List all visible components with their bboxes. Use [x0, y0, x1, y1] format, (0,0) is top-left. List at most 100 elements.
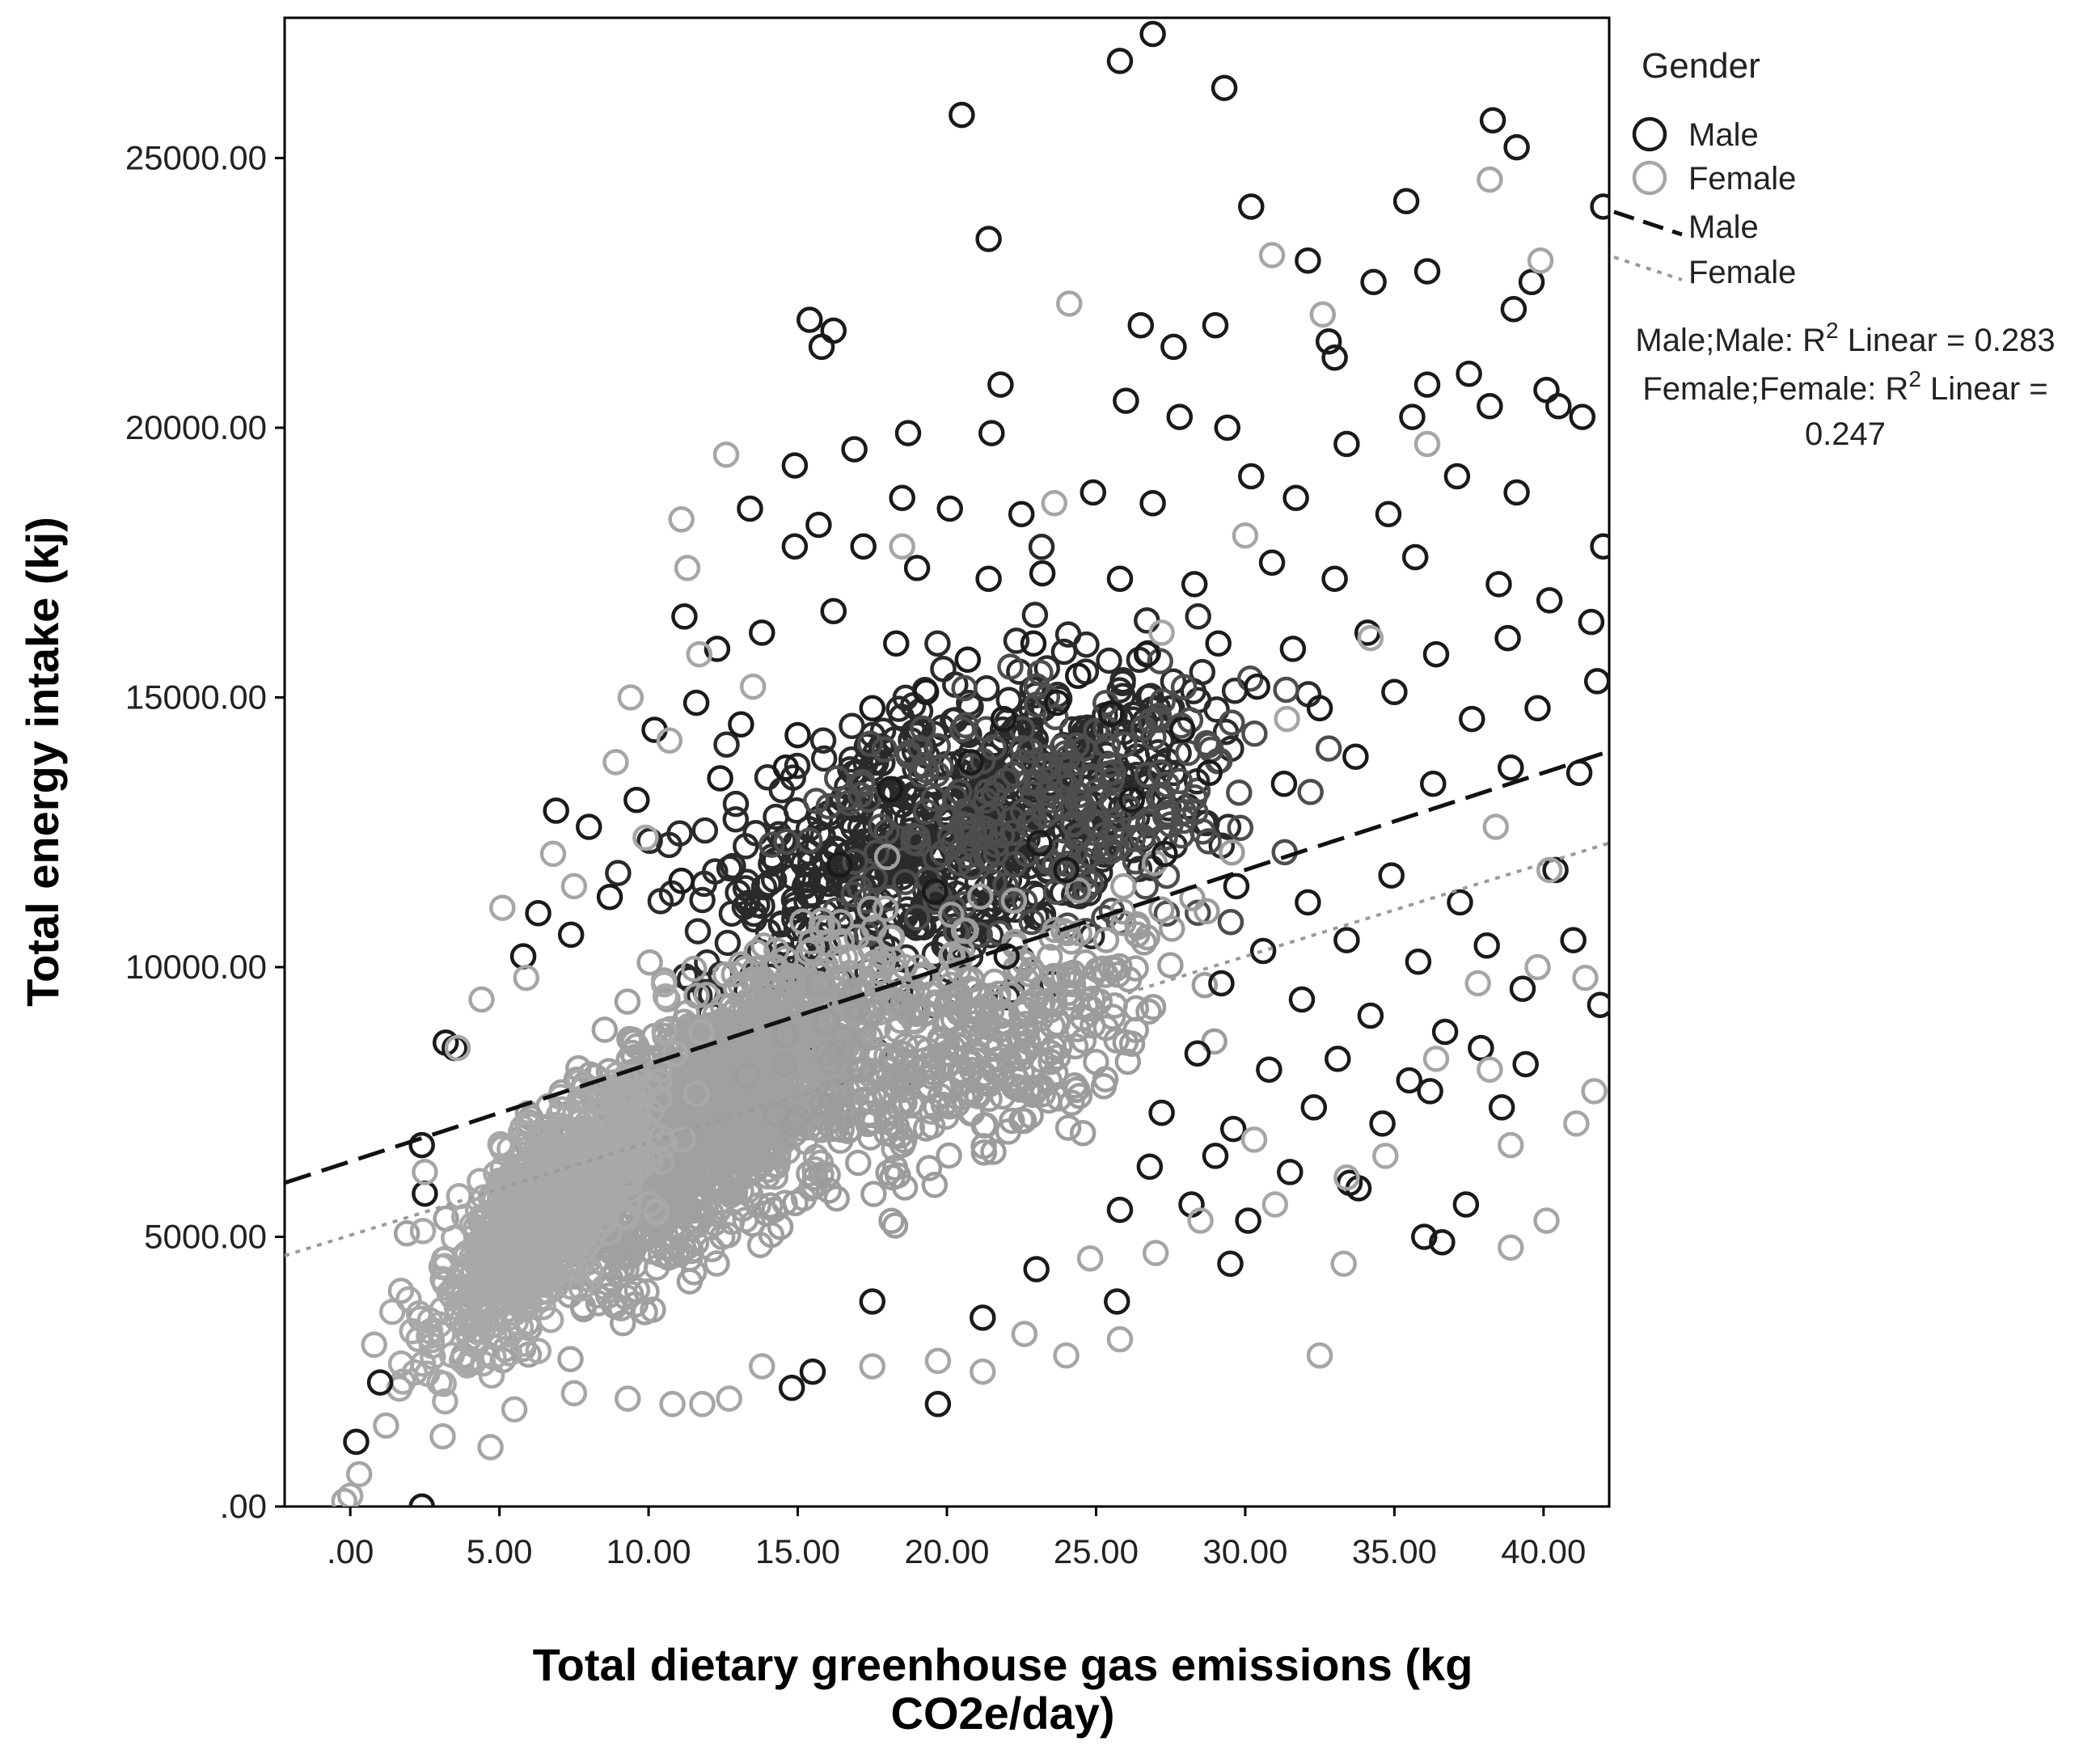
male-cloud-point: [972, 787, 999, 814]
female-cloud-point: [842, 977, 868, 1004]
male-cloud-point: [999, 819, 1026, 846]
female-cloud-point: [548, 1096, 575, 1122]
female-cloud-point: [708, 1170, 735, 1197]
female-point: [1464, 970, 1491, 997]
male-cloud-point: [1098, 787, 1126, 813]
female-point: [501, 1396, 528, 1423]
male-cloud-point: [780, 886, 808, 914]
female-cloud-point: [637, 1118, 665, 1144]
female-point: [345, 1460, 373, 1488]
male-r2-annotation: Male;Male: R2 Linear = 0.283: [1635, 318, 2055, 358]
female-cloud-point: [999, 1107, 1025, 1135]
male-point: [1169, 716, 1196, 743]
male-point: [1136, 1153, 1164, 1181]
male-point: [1288, 986, 1316, 1013]
female-cloud-point: [781, 1121, 808, 1147]
male-point: [596, 884, 623, 911]
female-cloud-point: [1010, 1038, 1037, 1066]
female-cloud-point: [945, 999, 972, 1026]
female-cloud-point: [813, 1008, 840, 1036]
female-cloud-point: [1044, 1010, 1071, 1037]
x-tick-label: 30.00: [1202, 1532, 1287, 1570]
female-cloud-point: [763, 937, 790, 964]
male-cloud-point: [846, 874, 873, 902]
male-cloud-point: [1054, 774, 1081, 801]
female-point: [1524, 953, 1551, 981]
female-point: [1536, 856, 1563, 884]
female-cloud-point: [636, 949, 663, 976]
male-cloud-point: [1021, 602, 1049, 628]
male-cloud-point: [1241, 721, 1268, 747]
male-point: [1447, 889, 1473, 916]
male-cloud-point: [1144, 739, 1172, 766]
female-point: [615, 1385, 641, 1412]
female-cloud-point: [662, 1060, 689, 1087]
male-point: [1029, 560, 1056, 587]
male-point: [1503, 133, 1530, 161]
female-cloud-point: [904, 996, 931, 1023]
male-cloud-point: [1073, 631, 1100, 658]
male-point: [1500, 295, 1527, 323]
male-point: [1431, 1018, 1459, 1046]
female-cloud-point: [481, 1254, 508, 1282]
male-cloud-point: [840, 881, 867, 908]
female-point: [674, 555, 701, 581]
y-axis-title: Total energy intake (kj): [17, 517, 68, 1007]
male-cloud-point: [900, 822, 927, 849]
x-tick-label: 25.00: [1054, 1532, 1139, 1570]
male-point: [954, 646, 982, 674]
female-cloud-point: [860, 1181, 887, 1207]
male-point: [993, 943, 1020, 970]
male-point: [1300, 1094, 1328, 1121]
female-cloud-point: [780, 1110, 808, 1138]
female-cloud-point: [1069, 1119, 1096, 1147]
female-cloud-point: [736, 1004, 763, 1031]
female-cloud-point: [496, 1340, 523, 1367]
female-cloud-point: [718, 1054, 746, 1080]
male-cloud-point: [809, 727, 837, 754]
male-point: [408, 1493, 435, 1507]
female-cloud-point: [1058, 1089, 1085, 1117]
female-cloud-point: [1157, 952, 1184, 978]
male-point: [1223, 873, 1250, 900]
male-point: [1214, 414, 1241, 442]
female-point: [1056, 290, 1083, 317]
x-tick-label: 35.00: [1352, 1532, 1437, 1570]
female-cloud-point: [708, 1156, 736, 1183]
female-cloud-point: [609, 1172, 636, 1199]
male-cloud-point: [997, 653, 1024, 680]
female-cloud-point: [688, 1019, 715, 1046]
male-point: [1315, 328, 1342, 355]
female-cloud-point: [613, 1255, 640, 1283]
male-point: [682, 689, 710, 716]
female-point: [412, 1159, 438, 1185]
male-point: [957, 749, 984, 775]
male-cloud-point: [636, 827, 663, 854]
female-point: [617, 684, 644, 711]
male-point: [889, 484, 915, 511]
male-point: [1139, 490, 1166, 517]
female-cloud-point: [496, 1135, 523, 1162]
male-point: [623, 786, 650, 813]
female-cloud-point: [630, 1152, 657, 1179]
female-cloud-point: [953, 917, 979, 945]
y-tick-label: .00: [220, 1487, 267, 1525]
male-point: [1211, 74, 1238, 101]
male-point: [1569, 404, 1596, 430]
male-point: [1342, 743, 1369, 771]
male-point: [1148, 1099, 1175, 1126]
male-point: [1258, 549, 1286, 576]
male-point: [820, 317, 847, 344]
female-cloud-point: [733, 1055, 760, 1082]
male-cloud-point: [1000, 761, 1028, 788]
female-cloud-point: [1022, 986, 1050, 1012]
female-cloud-point: [676, 1268, 704, 1295]
female-cloud-point: [502, 1308, 530, 1335]
male-cloud-point: [1009, 734, 1036, 762]
male-point: [936, 495, 963, 522]
male-cloud-point: [1063, 732, 1090, 759]
male-cloud-point: [1297, 779, 1324, 805]
male-point: [1452, 1191, 1480, 1218]
female-cloud-point: [856, 895, 884, 923]
male-cloud-point: [1083, 717, 1109, 745]
